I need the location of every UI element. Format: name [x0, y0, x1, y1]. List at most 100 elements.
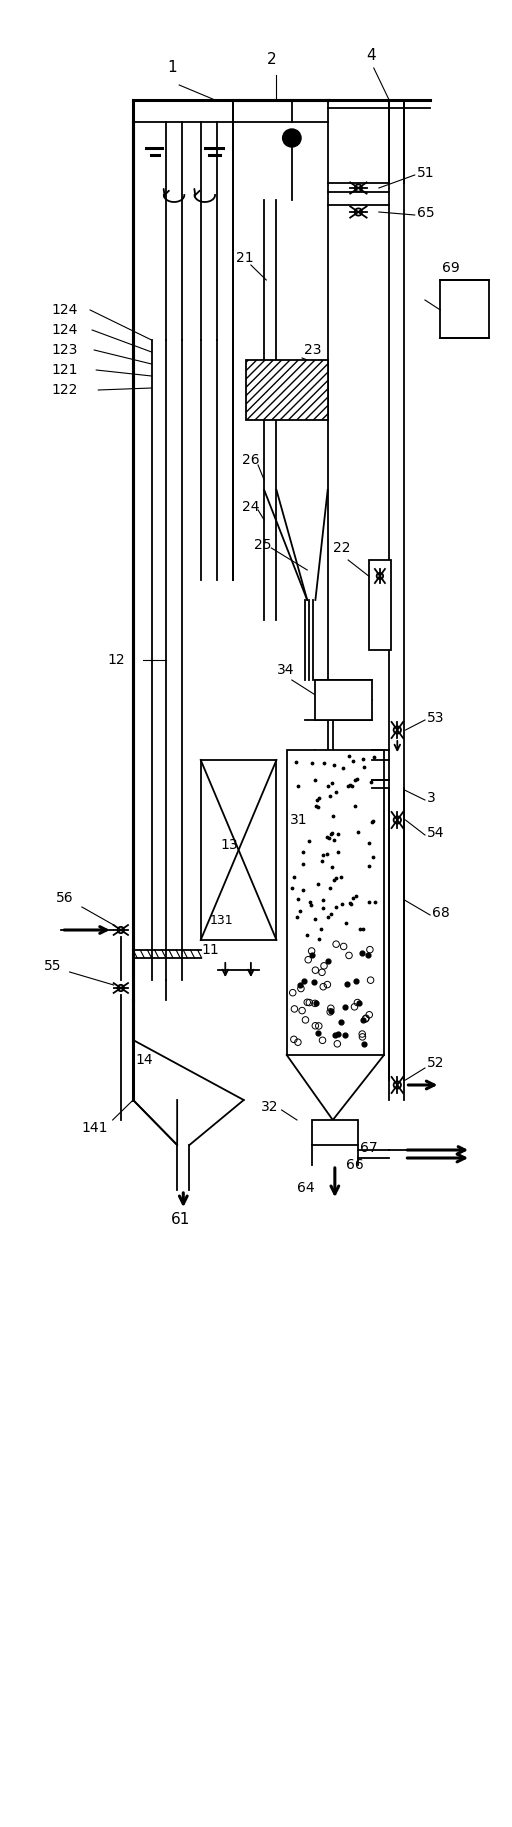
Point	[353, 764, 361, 793]
Point	[310, 968, 318, 998]
Point	[328, 818, 336, 848]
Point	[332, 864, 340, 893]
Text: 2: 2	[267, 53, 277, 68]
Point	[308, 937, 316, 966]
Point	[327, 899, 335, 928]
Point	[360, 1029, 368, 1058]
Point	[329, 802, 337, 831]
Text: 131: 131	[210, 914, 233, 926]
Point	[319, 840, 328, 870]
Bar	[315, 680, 372, 720]
Point	[345, 941, 353, 970]
Point	[348, 771, 356, 800]
Bar	[246, 360, 328, 420]
Polygon shape	[133, 1100, 244, 1146]
Text: 61: 61	[171, 1213, 190, 1228]
Point	[352, 881, 360, 910]
Point	[345, 742, 353, 771]
Point	[323, 822, 331, 851]
Point	[308, 749, 316, 778]
Point	[314, 784, 323, 813]
Point	[304, 945, 312, 974]
Text: 124: 124	[51, 323, 78, 336]
Point	[319, 972, 327, 1001]
Point	[294, 771, 303, 800]
Point	[299, 837, 307, 866]
Point	[320, 747, 328, 776]
Point	[324, 946, 332, 976]
Point	[354, 988, 362, 1018]
Point	[312, 988, 321, 1018]
Point	[300, 850, 308, 879]
Point	[337, 1007, 345, 1036]
Text: 3: 3	[427, 791, 436, 806]
Point	[311, 766, 319, 795]
Point	[300, 966, 308, 996]
Text: 51: 51	[417, 166, 434, 181]
Bar	[369, 561, 391, 650]
Point	[358, 1019, 366, 1049]
Point	[371, 888, 379, 917]
Point	[330, 826, 338, 855]
Point	[308, 941, 316, 970]
Point	[349, 747, 357, 776]
Point	[311, 988, 319, 1018]
Point	[323, 970, 331, 999]
Bar	[440, 280, 489, 338]
Point	[328, 767, 336, 797]
Point	[294, 884, 302, 914]
Point	[367, 767, 375, 797]
Point	[294, 1027, 302, 1056]
Point	[306, 888, 314, 917]
Point	[342, 1021, 350, 1051]
Point	[346, 888, 354, 917]
Point	[317, 914, 325, 943]
Point	[332, 776, 340, 806]
Text: 65: 65	[417, 206, 434, 219]
Text: 14: 14	[135, 1052, 153, 1067]
Point	[358, 1023, 367, 1052]
Point	[365, 828, 373, 857]
Text: 24: 24	[242, 501, 259, 513]
Point	[314, 1019, 323, 1049]
Text: 13: 13	[220, 839, 238, 851]
Point	[368, 808, 376, 837]
Point	[299, 875, 307, 904]
Point	[320, 952, 328, 981]
Point	[367, 965, 375, 994]
Point	[293, 903, 302, 932]
Point	[327, 996, 335, 1025]
Point	[295, 897, 304, 926]
Point	[365, 999, 373, 1029]
Bar	[201, 760, 276, 941]
Point	[289, 977, 297, 1007]
Point	[326, 998, 334, 1027]
Point	[330, 866, 338, 895]
Point	[311, 904, 319, 934]
Point	[302, 1005, 310, 1034]
Point	[351, 766, 359, 795]
Point	[360, 753, 368, 782]
Point	[333, 837, 342, 866]
Point	[319, 884, 327, 914]
Circle shape	[283, 130, 301, 146]
Point	[347, 890, 355, 919]
Point	[296, 970, 304, 999]
Point	[366, 935, 374, 965]
Point	[311, 1010, 319, 1040]
Text: 56: 56	[56, 892, 74, 904]
Text: 64: 64	[297, 1180, 314, 1195]
Point	[312, 791, 321, 820]
Text: 68: 68	[432, 906, 450, 921]
Point	[369, 806, 377, 835]
Point	[319, 893, 327, 923]
Point	[339, 932, 348, 961]
Point	[326, 873, 334, 903]
Point	[303, 921, 311, 950]
Point	[288, 873, 296, 903]
Point	[318, 846, 326, 875]
Text: 124: 124	[51, 303, 78, 318]
Text: 22: 22	[333, 541, 350, 555]
Point	[314, 793, 322, 822]
Point	[344, 771, 352, 800]
